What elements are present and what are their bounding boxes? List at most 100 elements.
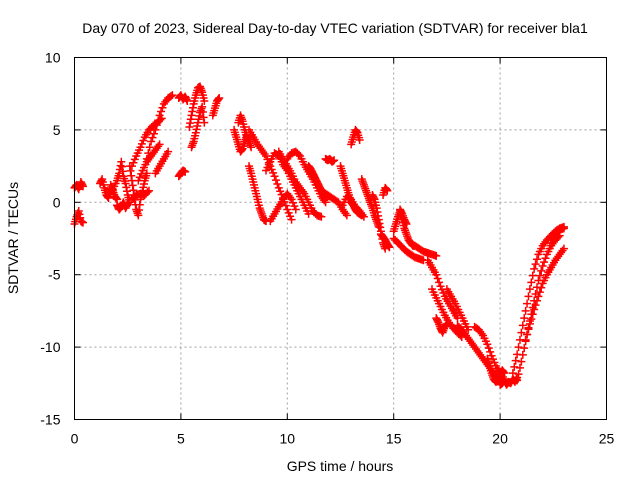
data-point [271,176,280,185]
x-tick-label: 15 [386,431,402,447]
data-point [540,258,549,267]
data-point [164,147,173,156]
data-point [247,143,256,152]
data-point [148,133,157,142]
data-point [147,137,156,146]
data-point [154,116,163,125]
data-point [79,182,88,191]
data-point [484,344,493,353]
data-point [538,262,547,271]
data-point [359,212,368,221]
data-point [510,362,519,371]
data-point [532,255,541,264]
data-point [355,136,364,145]
data-point [215,94,224,103]
data-point [144,149,153,158]
data-point [521,335,530,344]
data-point [524,292,533,301]
data-point [151,125,160,134]
x-tick-label: 20 [492,431,508,447]
data-point [442,319,451,328]
y-tick-label: 10 [45,50,61,66]
data-point [513,376,522,385]
data-point [525,319,534,328]
data-point [317,212,326,221]
data-point [531,260,540,269]
data-point [291,205,300,214]
data-point [530,305,539,314]
data-point [518,321,527,330]
data-point [152,121,161,130]
data-point [515,363,524,372]
data-point [527,278,536,287]
data-point [508,369,517,378]
axis-ticks: 0 5 10 15 20 25 -15 -10 -5 0 5 10 [40,50,614,447]
data-point [157,107,166,116]
data-point [385,243,394,252]
data-point [342,211,351,220]
data-point [79,218,88,227]
data-point [537,283,546,292]
data-point [511,356,520,365]
data-point [433,274,442,283]
data-point [294,150,303,159]
data-point [123,199,132,208]
data-point [528,271,537,280]
data-point [168,91,177,100]
data-point [432,270,441,279]
data-point [181,167,190,176]
data-point [541,254,550,263]
x-tick-label: 0 [71,431,79,447]
data-point [527,315,536,324]
chart-title: Day 070 of 2023, Sidereal Day-to-day VTE… [82,20,588,36]
data-point [517,357,526,366]
grid-lines [74,57,607,420]
data-point [155,111,164,120]
data-point [559,244,568,253]
data-point [514,343,523,352]
data-point [183,96,192,105]
data-point [483,340,492,349]
data-point [525,285,534,294]
data-point [281,201,290,210]
data-point [528,310,537,319]
data-point [383,186,392,195]
x-tick-label: 5 [177,431,185,447]
data-point [524,325,533,334]
data-point [520,344,529,353]
data-point [330,156,339,165]
data-point [559,224,568,233]
x-axis-label: GPS time / hours [287,458,394,474]
data-point [521,306,530,315]
data-point [432,251,441,260]
y-tick-label: 5 [53,122,61,138]
data-point [273,179,282,188]
data-point [520,314,529,323]
y-tick-label: -5 [48,267,61,283]
data-point [304,209,313,218]
data-point [287,215,296,224]
data-point [158,103,167,112]
data-point [530,264,539,273]
data-point [532,296,541,305]
data-point [517,328,526,337]
data-point [200,96,209,105]
data-point [534,292,543,301]
data-point [144,186,153,195]
data-point [531,301,540,310]
data-point [200,118,209,127]
data-point [142,154,151,163]
y-tick-label: 0 [53,194,61,210]
y-tick-label: -10 [40,339,60,355]
data-point [523,330,532,339]
data-points [70,82,568,389]
plot-frame [74,57,607,420]
x-tick-label: 10 [280,431,296,447]
y-tick-label: -15 [40,412,60,428]
x-tick-label: 25 [599,431,615,447]
data-point [270,172,279,181]
y-axis-label: SDTVAR / TECUs [5,182,21,294]
data-point [435,278,444,287]
data-point [500,369,509,378]
